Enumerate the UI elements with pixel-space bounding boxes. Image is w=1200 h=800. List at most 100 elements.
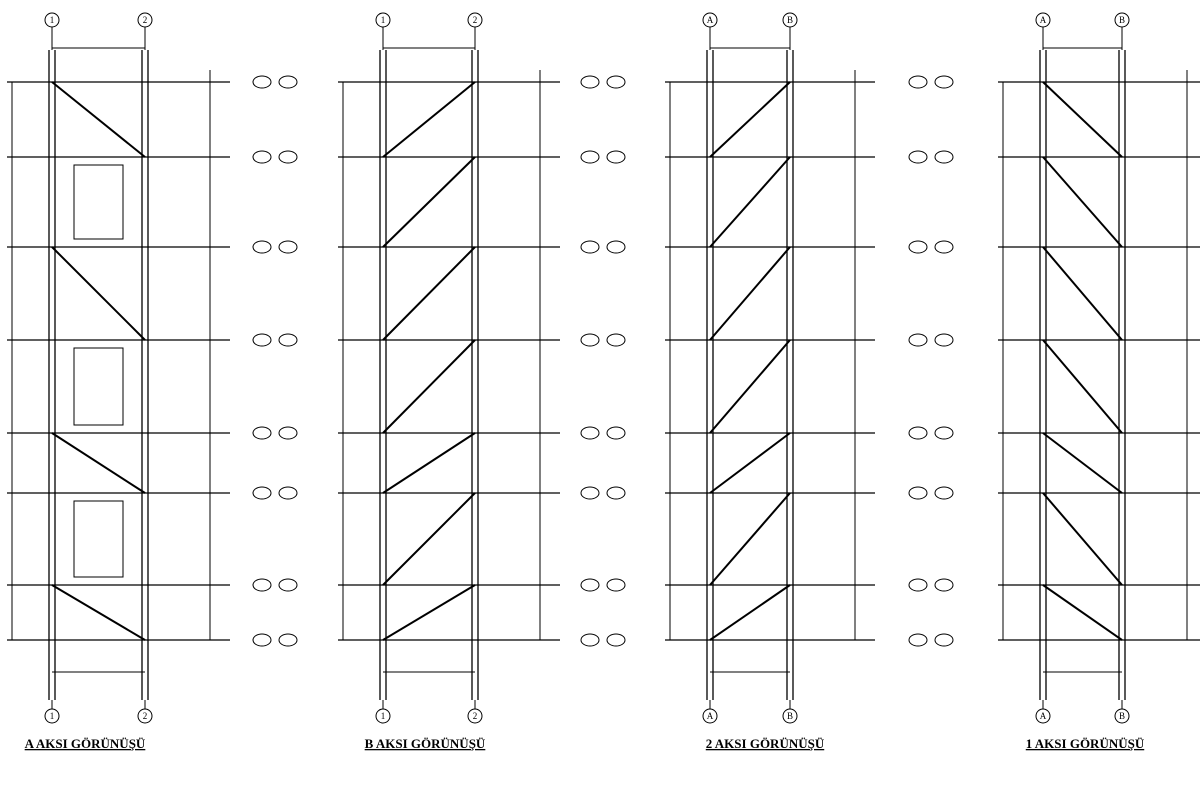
axis-label: 2 xyxy=(143,15,148,25)
axis-label: 2 xyxy=(143,711,148,721)
level-bubble xyxy=(278,486,298,500)
brace xyxy=(51,584,146,641)
brace xyxy=(1042,432,1123,494)
level-bubble xyxy=(908,333,928,347)
level-bubble xyxy=(278,578,298,592)
level-bubble xyxy=(278,75,298,89)
axis-label: A xyxy=(707,711,714,721)
axis-label: A xyxy=(707,15,714,25)
axis-label: 1 xyxy=(381,711,386,721)
level-bubble xyxy=(252,150,272,164)
level-bubble xyxy=(934,633,954,647)
brace xyxy=(709,339,791,434)
level-bubble xyxy=(934,333,954,347)
level-bubble xyxy=(934,240,954,254)
view-title: 1 AKSI GÖRÜNÜŞÜ xyxy=(1026,736,1145,751)
brace xyxy=(709,156,791,248)
level-bubble xyxy=(908,150,928,164)
level-bubble xyxy=(252,633,272,647)
level-bubble xyxy=(606,486,626,500)
level-bubble xyxy=(252,333,272,347)
level-bubble xyxy=(606,578,626,592)
level-bubble xyxy=(934,578,954,592)
level-bubble xyxy=(908,486,928,500)
level-bubble xyxy=(580,150,600,164)
level-bubble xyxy=(606,75,626,89)
elevation-view: A A B B 1 AKSI GÖRÜNÜŞÜ xyxy=(998,12,1200,751)
level-bubble xyxy=(606,633,626,647)
level-bubble xyxy=(580,633,600,647)
level-bubble xyxy=(934,426,954,440)
elevation-view: A A B B 2 AKSI GÖRÜNÜŞÜ xyxy=(665,12,875,751)
level-bubble xyxy=(278,240,298,254)
view-title: B AKSI GÖRÜNÜŞÜ xyxy=(365,736,486,751)
level-bubble xyxy=(278,633,298,647)
brace xyxy=(709,492,791,586)
brace xyxy=(1042,584,1123,641)
brace xyxy=(709,81,791,158)
level-bubble xyxy=(908,578,928,592)
axis-label: 1 xyxy=(50,711,55,721)
brace xyxy=(1042,492,1123,586)
level-bubble xyxy=(606,333,626,347)
brace xyxy=(1042,246,1123,341)
axis-label: B xyxy=(1119,711,1125,721)
opening xyxy=(73,164,124,240)
brace xyxy=(382,339,476,434)
level-bubble xyxy=(606,150,626,164)
level-bubble xyxy=(934,486,954,500)
axis-label: A xyxy=(1040,711,1047,721)
level-bubble xyxy=(580,240,600,254)
opening xyxy=(73,500,124,578)
axis-label: 2 xyxy=(473,711,478,721)
level-bubble xyxy=(580,333,600,347)
elevation-view: 1 1 2 2 B AKSI GÖRÜNÜŞÜ xyxy=(338,12,560,751)
level-bubble xyxy=(252,578,272,592)
brace xyxy=(709,246,791,341)
brace xyxy=(382,584,476,641)
brace xyxy=(382,492,476,586)
brace xyxy=(51,432,146,494)
level-bubble xyxy=(580,75,600,89)
brace xyxy=(709,584,791,641)
opening xyxy=(73,347,124,426)
view-title: 2 AKSI GÖRÜNÜŞÜ xyxy=(706,736,825,751)
elevation-view: 1 1 2 2 A AKSI GÖRÜNÜŞÜ xyxy=(7,12,230,751)
level-bubble xyxy=(278,150,298,164)
axis-label: 1 xyxy=(381,15,386,25)
axis-label: A xyxy=(1040,15,1047,25)
brace xyxy=(1042,81,1123,158)
level-bubble xyxy=(580,426,600,440)
axis-label: B xyxy=(787,711,793,721)
level-bubble xyxy=(278,426,298,440)
level-bubble xyxy=(908,426,928,440)
level-bubble xyxy=(606,240,626,254)
brace xyxy=(709,432,791,494)
axis-label: 1 xyxy=(50,15,55,25)
axis-label: B xyxy=(787,15,793,25)
brace xyxy=(1042,156,1123,248)
brace xyxy=(382,432,476,494)
level-bubble xyxy=(278,333,298,347)
level-bubble xyxy=(580,578,600,592)
brace xyxy=(382,81,476,158)
brace xyxy=(51,246,146,341)
level-bubble xyxy=(908,240,928,254)
level-bubble xyxy=(580,486,600,500)
axis-label: B xyxy=(1119,15,1125,25)
brace xyxy=(1042,339,1123,434)
brace xyxy=(382,156,476,248)
level-bubble xyxy=(252,426,272,440)
view-title: A AKSI GÖRÜNÜŞÜ xyxy=(25,736,146,751)
level-bubble xyxy=(252,486,272,500)
brace xyxy=(382,246,476,341)
level-bubble xyxy=(934,75,954,89)
level-bubble xyxy=(908,75,928,89)
level-bubble xyxy=(908,633,928,647)
level-bubble xyxy=(252,75,272,89)
axis-label: 2 xyxy=(473,15,478,25)
level-bubble xyxy=(606,426,626,440)
level-bubble xyxy=(252,240,272,254)
level-bubble xyxy=(934,150,954,164)
